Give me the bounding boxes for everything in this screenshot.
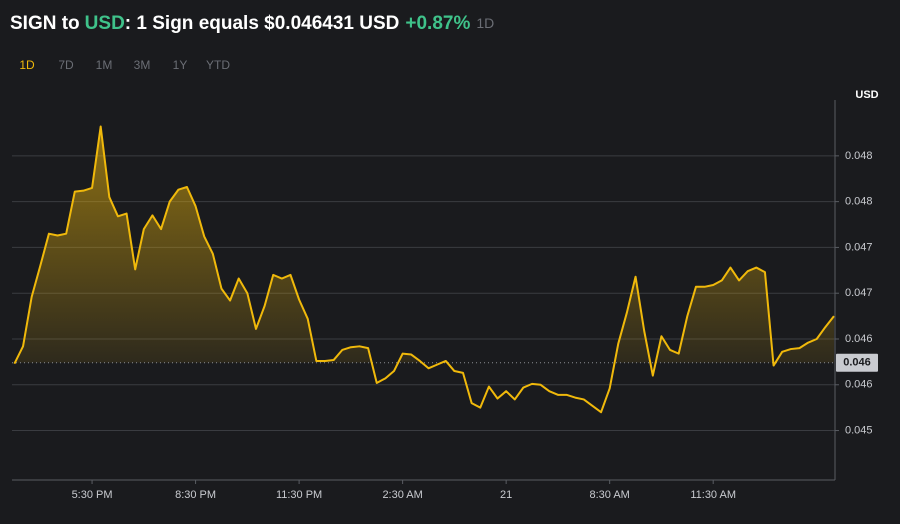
range-tab[interactable]: 7D xyxy=(58,58,74,72)
range-tab[interactable]: 1M xyxy=(96,58,113,72)
y-axis-label: USD xyxy=(855,89,878,101)
x-tick-label: 11:30 PM xyxy=(276,489,322,501)
x-tick-label: 5:30 PM xyxy=(72,489,113,501)
y-tick-label: 0.048 xyxy=(845,196,873,208)
header-base: SIGN to xyxy=(10,13,80,34)
reference-label-box xyxy=(836,353,878,372)
header-text: : 1 Sign equals $0.046431 USD xyxy=(125,13,400,34)
range-tab[interactable]: 1D xyxy=(19,58,35,72)
reference-label: 0.046 xyxy=(843,357,871,369)
y-tick-label: 0.047 xyxy=(845,241,873,253)
price-line xyxy=(13,125,835,414)
header-quote: USD xyxy=(85,13,125,34)
y-tick-label: 0.046 xyxy=(845,379,873,391)
range-tab[interactable]: 1Y xyxy=(173,58,188,72)
y-tick-label: 0.045 xyxy=(845,424,873,436)
x-tick-label: 8:30 AM xyxy=(589,489,629,501)
range-tab[interactable]: YTD xyxy=(206,58,230,72)
header-change: +0.87% xyxy=(405,13,470,34)
y-tick-label: 0.047 xyxy=(845,287,873,299)
y-tick-label: 0.048 xyxy=(845,150,873,162)
x-tick-label: 8:30 PM xyxy=(175,489,216,501)
x-tick-label: 21 xyxy=(500,489,512,501)
x-tick-label: 11:30 AM xyxy=(690,489,736,501)
range-tabs: 1D 7D 1M 3M 1Y YTD xyxy=(19,58,230,72)
header: SIGN to USD: 1 Sign equals $0.046431 USD +… xyxy=(10,13,494,34)
header-period: 1D xyxy=(476,15,494,31)
plot-area: 0.045 0.046 0.046 0.047 0.047 0.048 0.048 5:30 … xyxy=(12,100,878,501)
x-tick-label: 2:30 AM xyxy=(382,489,422,501)
range-tab[interactable]: 3M xyxy=(134,58,151,72)
y-tick-label: 0.046 xyxy=(845,333,873,345)
